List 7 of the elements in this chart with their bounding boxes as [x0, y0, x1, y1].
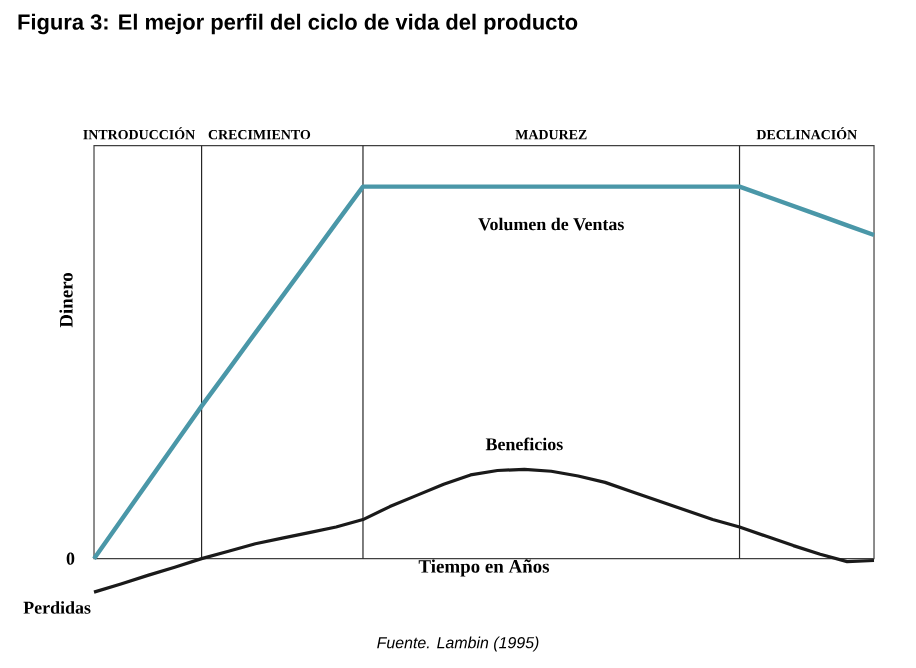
series-label: Volumen de Ventas — [478, 217, 624, 231]
chart-title: Figura 3: El mejor perfil del ciclo de vida del producto — [18, 13, 578, 35]
x-axis-title: Tiempo en Años — [418, 559, 550, 577]
y-axis-title: Dinero — [59, 273, 73, 328]
text: 0 — [66, 552, 75, 565]
series-label: Beneficios — [485, 437, 563, 451]
text: Perdidas — [23, 601, 91, 614]
